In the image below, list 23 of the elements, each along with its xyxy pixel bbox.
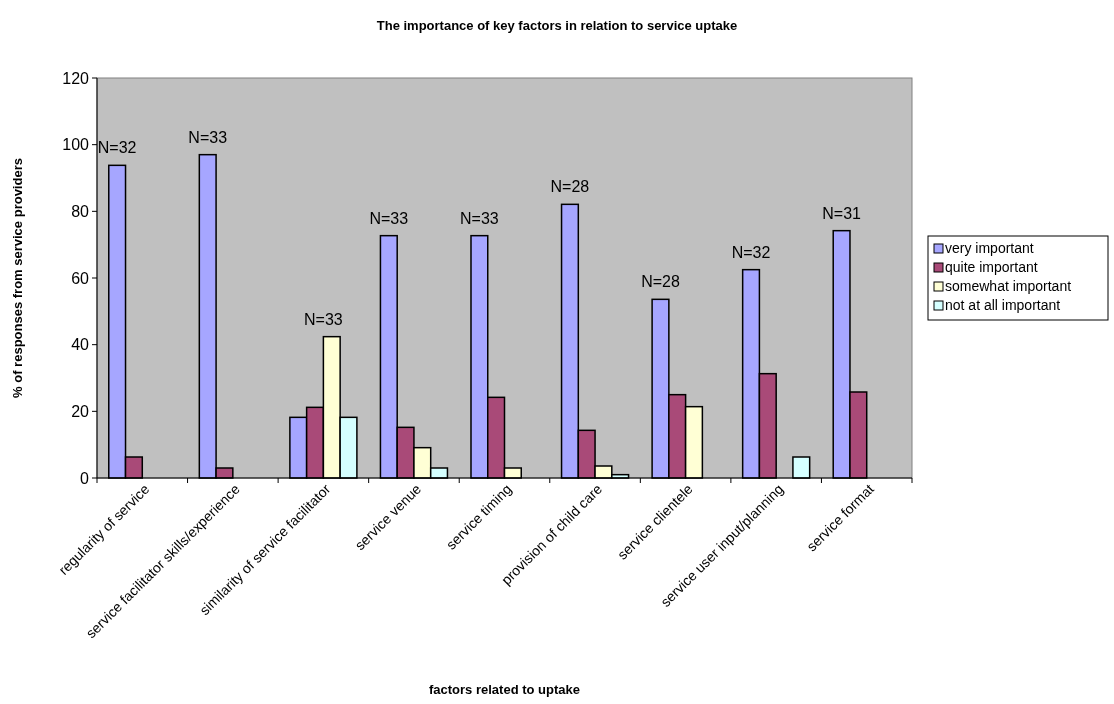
annotation: N=33 — [460, 209, 499, 227]
legend-label: quite important — [945, 259, 1038, 275]
y-tick-label: 60 — [71, 269, 90, 287]
legend-label: not at all important — [945, 297, 1061, 313]
y-tick-label: 40 — [71, 336, 90, 354]
y-tick-label: 80 — [71, 202, 90, 220]
annotation: N=28 — [641, 273, 680, 291]
y-tick-label: 100 — [62, 136, 90, 154]
y-tick-label: 0 — [80, 469, 90, 487]
y-tick-label: 120 — [62, 69, 90, 87]
chart-title: The importance of key factors in relation to service uptake — [376, 18, 738, 33]
y-tick-label: 20 — [71, 402, 90, 420]
x-axis-title: factors related to uptake — [429, 682, 580, 697]
annotation: N=33 — [369, 209, 409, 227]
annotation: N=28 — [550, 178, 590, 196]
legend-label: somewhat important — [945, 278, 1072, 294]
annotation: N=32 — [731, 243, 771, 261]
annotation: N=33 — [188, 128, 228, 146]
legend-label: very important — [945, 240, 1034, 256]
annotation: N=33 — [304, 310, 343, 328]
y-axis-title: % of responses from service providers — [10, 158, 25, 398]
annotation: N=31 — [822, 204, 862, 222]
annotation: N=32 — [97, 139, 137, 157]
